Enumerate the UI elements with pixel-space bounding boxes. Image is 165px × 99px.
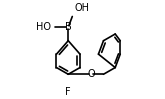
Text: HO: HO (36, 22, 51, 32)
Text: O: O (88, 69, 96, 79)
Text: F: F (66, 87, 71, 97)
Text: OH: OH (74, 3, 89, 13)
Text: B: B (65, 22, 72, 32)
